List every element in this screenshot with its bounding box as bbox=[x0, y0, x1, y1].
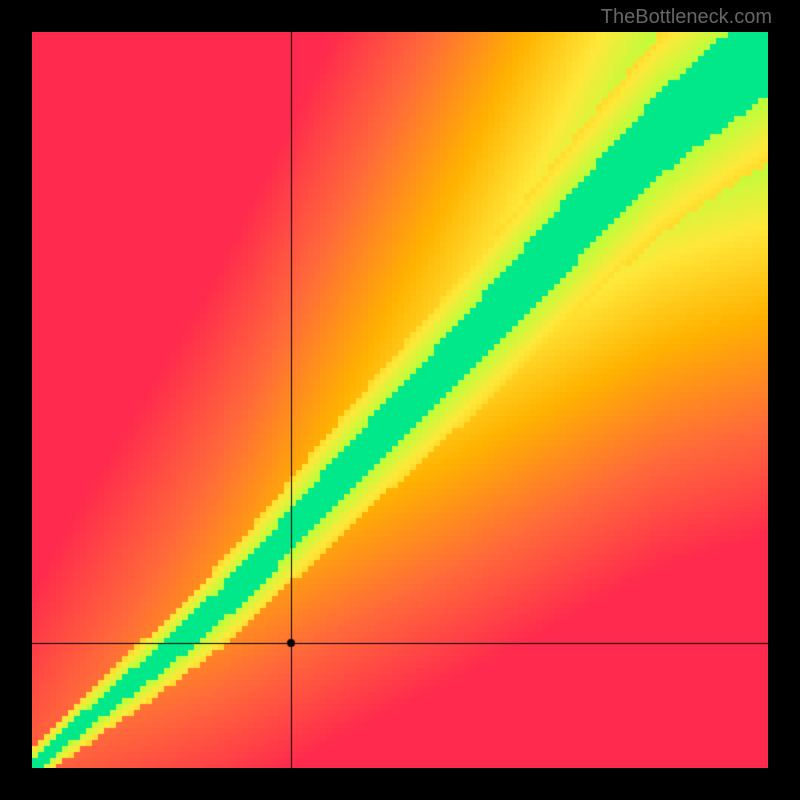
watermark-text: TheBottleneck.com bbox=[601, 6, 772, 29]
heatmap-canvas bbox=[32, 32, 768, 768]
heatmap-plot bbox=[32, 32, 768, 768]
